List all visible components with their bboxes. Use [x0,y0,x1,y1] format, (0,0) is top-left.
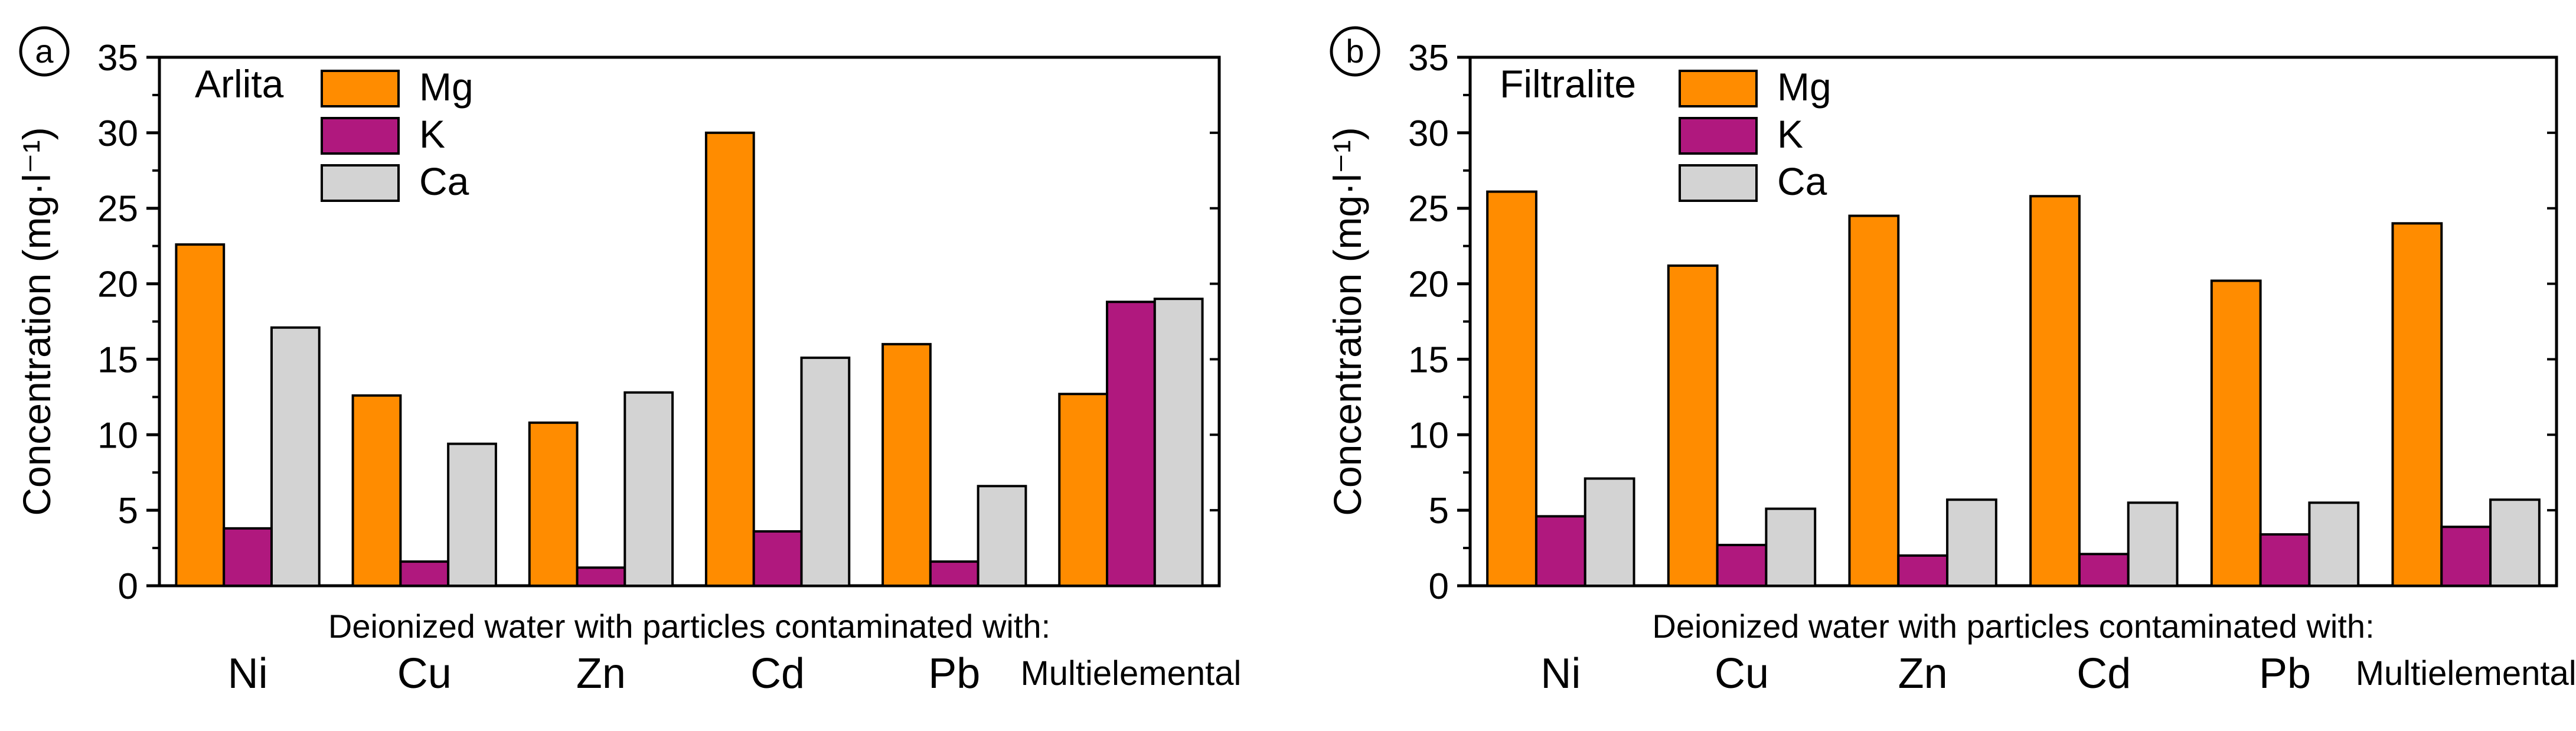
bar-ca-cd [2127,501,2179,587]
legend-swatch-k [321,117,400,155]
chart-title: Arlita [195,62,284,106]
bar-mg-ni [1486,190,1537,588]
bar-mg-pb [881,342,932,587]
y-tick-label: 20 [97,265,138,305]
bar-ca-multielemental [1153,298,1204,587]
x-category-label: Pb [2259,650,2311,697]
panel-label-circle [19,26,70,77]
chart-title: Filtralite [1500,62,1636,106]
legend-label-ca: Ca [419,159,469,203]
bar-k-zn [576,566,626,587]
legend-label-k: K [1777,112,1803,156]
x-category-label: Pb [928,650,980,697]
y-axis-label: Concentration (mg·l⁻¹) [1325,127,1369,515]
bar-ca-cu [447,442,497,588]
panel-label: a [35,32,54,70]
legend-swatch-mg [321,70,400,107]
x-category-label: Cd [2077,650,2131,697]
y-tick-label: 0 [1429,566,1449,607]
y-tick-label: 0 [118,566,138,607]
bar-mg-zn [528,421,579,587]
panel-b: b 0 5 10 15 20 25 30 35 Concentration (mg·l⁻¹) Ni C… [1325,26,2576,697]
bar-mg-cd [704,131,755,588]
y-tick-label: 10 [97,415,138,456]
x-category-label: Multielemental [2356,654,2576,693]
bar-k-cd [2078,553,2130,587]
bar-k-ni [1535,515,1586,587]
panel-label-circle [1330,26,1380,77]
panel-a: a 0 5 10 15 20 25 30 35 Concentration (mg·l⁻¹) Ni C… [15,26,1241,697]
bar-k-ni [223,527,273,587]
y-tick-label: 25 [97,189,138,230]
y-tick-label: 25 [1408,189,1449,230]
bar-ca-ni [270,326,321,587]
bar-ca-cd [800,356,851,587]
legend-swatch-ca [1679,164,1758,202]
legend-swatch-mg [1679,70,1758,107]
x-axis-label: Deionized water with particles contamina… [328,608,1050,645]
y-tick-label: 30 [1408,113,1449,154]
bar-mg-multielemental [1058,393,1109,587]
bar-ca-zn [1946,498,1997,587]
x-category-label: Ni [228,650,268,697]
x-category-label: Cd [750,650,805,697]
bar-ca-ni [1584,477,1635,588]
bar-k-multielemental [2440,526,2492,587]
x-category-label: Cu [1715,650,1769,697]
bar-k-multielemental [1106,301,1156,587]
y-tick-label: 20 [1408,265,1449,305]
panel-label: b [1346,32,1364,70]
legend-label-k: K [419,112,445,156]
y-tick-label: 15 [1408,340,1449,380]
bar-k-cu [399,560,450,587]
bar-ca-cu [1765,507,1817,587]
bar-k-cu [1716,543,1768,588]
bar-ca-zn [623,391,674,588]
y-axis-label: Concentration (mg·l⁻¹) [15,127,58,515]
bar-k-pb [929,560,980,587]
legend-swatch-k [1679,117,1758,155]
x-axis-label: Deionized water with particles contamina… [1652,608,2374,645]
bar-mg-cu [1667,264,1719,587]
y-tick-label: 15 [97,340,138,380]
x-category-label: Ni [1540,650,1581,697]
bar-mg-pb [2210,279,2262,587]
x-category-label: Zn [576,650,626,697]
bar-mg-cd [2029,195,2081,587]
y-tick-label: 10 [1408,415,1449,456]
y-tick-label: 35 [97,38,138,79]
legend-label-mg: Mg [1777,65,1831,109]
bar-k-zn [1897,554,1949,587]
legend-label-ca: Ca [1777,159,1827,203]
bar-k-cd [752,530,803,588]
legend-label-mg: Mg [419,65,474,109]
x-category-label: Cu [397,650,452,697]
x-category-label: Multielemental [1020,654,1241,693]
bar-ca-pb [2308,501,2360,587]
bar-mg-zn [1848,214,1900,587]
bar-mg-multielemental [2391,222,2443,587]
y-tick-label: 5 [1429,491,1449,531]
x-category-label: Zn [1898,650,1948,697]
bar-mg-cu [351,394,402,587]
bar-ca-multielemental [2489,498,2541,587]
bar-k-pb [2259,533,2311,587]
y-tick-label: 30 [97,113,138,154]
y-tick-label: 5 [118,491,138,531]
legend-swatch-ca [321,164,400,202]
bar-mg-ni [175,243,226,588]
bar-ca-pb [977,485,1027,587]
y-tick-label: 35 [1408,38,1449,79]
